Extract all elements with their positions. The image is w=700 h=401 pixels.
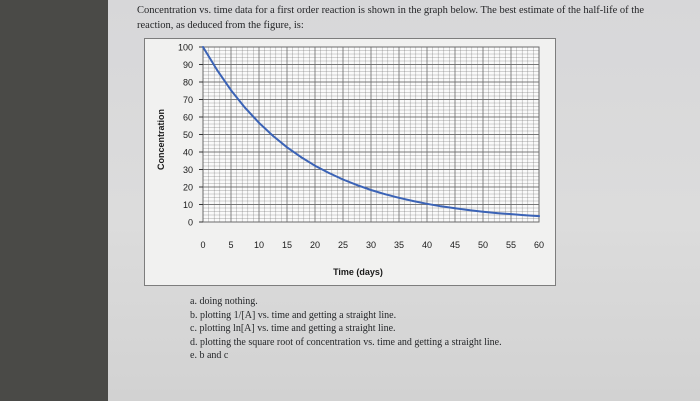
x-tick-label: 30 (366, 240, 376, 250)
data-point (202, 46, 204, 48)
data-point (328, 172, 330, 174)
answer-option-d[interactable]: d. plotting the square root of concentra… (190, 336, 502, 348)
x-tick-label: 20 (310, 240, 320, 250)
data-point (510, 213, 512, 216)
answer-option-a[interactable]: a. doing nothing. (190, 296, 258, 307)
y-tick-label: 70 (183, 95, 193, 105)
data-point (496, 212, 498, 214)
question-text: Concentration vs. time data for a first … (137, 5, 645, 31)
x-tick-label: 35 (394, 240, 404, 250)
y-tick-label: 80 (183, 78, 193, 88)
data-point (342, 178, 344, 181)
chart-series (202, 46, 540, 218)
data-point (300, 156, 302, 158)
x-tick-label: 10 (254, 240, 264, 250)
y-axis-title: Concentration (156, 109, 166, 170)
y-tick-label: 10 (183, 200, 193, 210)
data-point (314, 164, 316, 167)
data-point (286, 146, 288, 149)
data-point (370, 189, 372, 191)
data-point (258, 121, 260, 124)
x-tick-label: 50 (478, 240, 488, 250)
answer-option-e[interactable]: e. b and c (190, 350, 229, 362)
y-tick-label: 30 (183, 165, 193, 175)
data-point (384, 193, 386, 196)
data-point (356, 184, 358, 186)
chart-svg: 0 10 20 30 40 50 60 70 80 90 100 0 5 10 15 20 25 30 35 40 45… (156, 43, 544, 278)
answer-list: a. doing nothing. b. plotting 1/[A] vs. … (190, 295, 670, 363)
y-tick-label: 40 (183, 148, 193, 158)
answer-option-b[interactable]: b. plotting 1/[A] vs. time and getting a… (190, 309, 397, 321)
chart-grid (202, 46, 540, 223)
data-point (440, 205, 442, 208)
x-tick-label: 25 (338, 240, 348, 250)
data-point (468, 209, 470, 212)
y-tick-label: 90 (183, 60, 193, 70)
data-point (426, 202, 428, 205)
chart-axes (199, 46, 203, 223)
x-tick-label: 5 (228, 240, 233, 250)
data-point (230, 89, 232, 92)
data-point (524, 214, 526, 217)
y-tick-label: 100 (178, 43, 193, 53)
y-tick-label: 0 (188, 218, 193, 228)
y-tick-label: 50 (183, 130, 193, 140)
answer-option-c[interactable]: c. plotting ln[A] vs. time and getting a… (190, 323, 396, 335)
chart-frame: 0 10 20 30 40 50 60 70 80 90 100 0 5 10 15 20 25 30 35 40 45… (144, 38, 556, 286)
data-point (538, 215, 540, 217)
y-tick-label: 20 (183, 183, 193, 193)
x-tick-label: 15 (282, 240, 292, 250)
x-tick-label: 40 (422, 240, 432, 250)
data-point (454, 207, 456, 210)
x-axis-title: Time (days) (333, 267, 383, 277)
chart-labels: 0 10 20 30 40 50 60 70 80 90 100 0 5 10 15 20 25 30 35 40 45… (156, 43, 544, 278)
data-point (412, 200, 414, 202)
x-tick-label: 60 (534, 240, 544, 250)
data-point (244, 106, 246, 109)
data-point (272, 135, 274, 137)
x-tick-label: 45 (450, 240, 460, 250)
x-tick-label: 55 (506, 240, 516, 250)
data-point (482, 210, 484, 213)
y-tick-label: 60 (183, 113, 193, 123)
data-point (398, 196, 400, 199)
data-point (216, 69, 218, 71)
x-tick-label: 0 (200, 240, 205, 250)
